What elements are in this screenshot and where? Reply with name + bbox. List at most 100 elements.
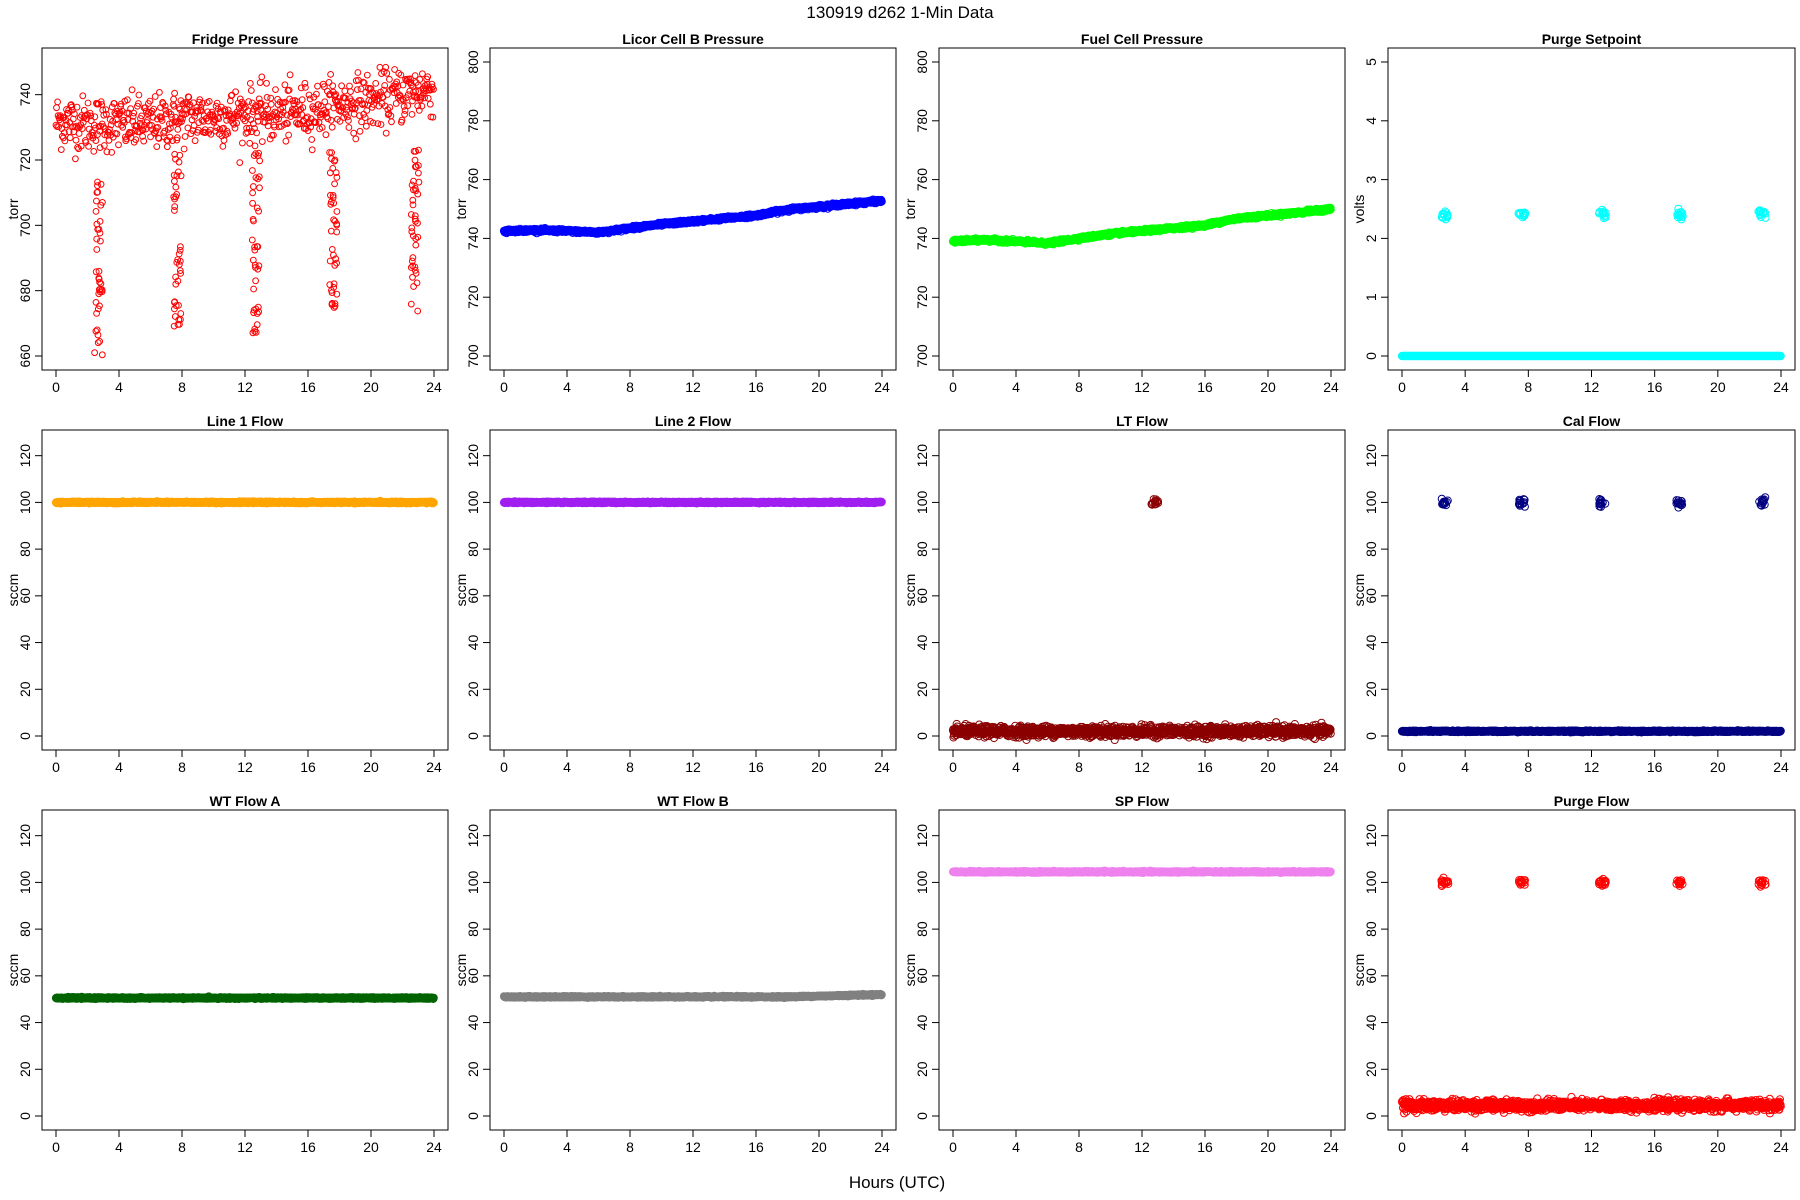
data-point — [96, 278, 103, 286]
data-point — [415, 178, 423, 186]
data-point — [264, 105, 272, 113]
data-point — [156, 89, 163, 96]
x-tick-label: 4 — [1461, 379, 1469, 395]
data-point — [410, 177, 417, 185]
data-point — [154, 124, 162, 131]
data-point — [363, 71, 371, 79]
data-point — [147, 133, 154, 141]
data-point — [410, 283, 418, 290]
data-point — [69, 115, 77, 123]
data-point — [357, 85, 365, 93]
data-point — [93, 197, 100, 205]
data-point — [90, 121, 98, 129]
y-tick-label: 720 — [914, 285, 930, 309]
data-point — [374, 120, 382, 127]
data-point — [233, 119, 241, 127]
data-point — [175, 158, 183, 166]
data-point — [250, 105, 258, 113]
data-point — [249, 216, 257, 223]
data-point — [332, 255, 340, 263]
data-point — [320, 83, 328, 91]
data-point — [399, 95, 406, 103]
data-point — [418, 93, 425, 101]
data-point — [94, 131, 101, 139]
data-point — [235, 104, 243, 112]
data-point — [383, 69, 391, 77]
y-tick-label: 720 — [465, 285, 481, 309]
data-point — [171, 89, 179, 97]
data-point — [176, 246, 184, 254]
data-point — [413, 279, 421, 287]
data-point — [327, 227, 335, 235]
data-point — [66, 134, 74, 142]
data-point — [412, 147, 420, 155]
data-point — [161, 102, 169, 110]
data-point — [96, 229, 104, 237]
data-point — [221, 106, 229, 113]
data-point — [415, 169, 422, 177]
data-point — [168, 119, 176, 127]
data-point — [326, 149, 334, 156]
data-point — [114, 120, 122, 128]
data-point — [239, 139, 246, 147]
data-point — [266, 135, 274, 143]
data-point — [250, 285, 258, 293]
data-point — [297, 106, 305, 113]
data-point — [330, 251, 337, 259]
data-points — [499, 195, 886, 238]
data-point — [386, 76, 393, 83]
figure-x-axis-label: Hours (UTC) — [849, 1173, 945, 1192]
data-point — [90, 148, 98, 155]
data-point — [279, 104, 287, 111]
x-tick-label: 0 — [500, 379, 508, 395]
data-point — [409, 232, 417, 240]
data-point — [197, 103, 205, 111]
data-point — [176, 321, 183, 328]
data-point — [252, 277, 260, 285]
data-point — [175, 104, 183, 112]
data-point — [248, 236, 256, 244]
data-point — [382, 129, 390, 137]
data-point — [299, 104, 307, 111]
data-point — [409, 201, 417, 209]
data-point — [322, 131, 330, 139]
data-point — [85, 143, 92, 150]
data-point — [78, 125, 86, 133]
data-point — [252, 174, 260, 182]
data-point — [247, 87, 255, 94]
data-point — [103, 110, 110, 118]
data-point — [258, 73, 266, 81]
data-point — [297, 84, 305, 92]
data-point — [73, 103, 81, 111]
y-tick-label: 800 — [465, 50, 481, 74]
data-point — [421, 94, 429, 102]
data-point — [254, 243, 262, 251]
data-point — [75, 130, 83, 137]
data-point — [369, 119, 377, 127]
y-axis-label: torr — [902, 198, 918, 219]
data-point — [254, 303, 262, 311]
data-point — [272, 86, 279, 93]
data-point — [171, 305, 178, 313]
data-point — [236, 159, 244, 167]
data-point — [130, 109, 138, 117]
data-point — [353, 86, 361, 93]
y-tick-label: 760 — [465, 168, 481, 192]
data-point — [61, 129, 68, 137]
data-point — [409, 273, 416, 281]
data-point — [372, 80, 380, 87]
data-point — [352, 135, 360, 143]
data-point — [77, 142, 85, 150]
data-point — [87, 117, 95, 125]
data-point — [99, 123, 107, 130]
data-point — [377, 121, 385, 128]
data-point — [259, 112, 267, 120]
data-point — [179, 115, 186, 122]
data-point — [172, 302, 180, 310]
data-point — [407, 211, 415, 218]
x-tick-label: 20 — [1710, 379, 1726, 395]
data-point — [246, 80, 254, 87]
data-point — [164, 137, 172, 145]
